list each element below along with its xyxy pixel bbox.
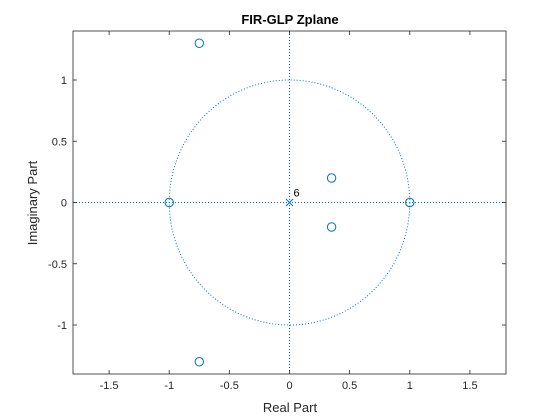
- zero-marker: [405, 197, 415, 208]
- x-tick-label: -0.5: [220, 380, 239, 392]
- y-axis-label: Imaginary Part: [25, 160, 40, 245]
- y-tick-label: 0: [61, 198, 67, 210]
- unit-circle: [168, 79, 411, 326]
- chart-marks: 6: [164, 38, 415, 367]
- x-tick-label: 1.5: [462, 380, 477, 392]
- chart-title: FIR-GLP Zplane: [241, 12, 338, 27]
- x-tick-label: -1: [164, 380, 174, 392]
- axis-ticks: -1.5 -1 -0.5 0 0.5 1 1.5 -1 -0.5 0 0.5 1: [48, 31, 506, 392]
- pole-marker: [285, 198, 294, 207]
- x-tick-label: 1: [407, 380, 413, 392]
- x-axis-label: Real Part: [263, 400, 318, 415]
- zero-marker: [164, 197, 174, 208]
- zero-marker: [194, 38, 204, 48]
- x-tick-label: 0.5: [342, 380, 357, 392]
- zero-marker: [326, 222, 337, 232]
- multiplicity-label: 6: [294, 188, 300, 200]
- zero-marker: [194, 357, 204, 367]
- y-tick-label: -0.5: [48, 259, 67, 271]
- y-tick-label: 0.5: [52, 136, 67, 148]
- pole-stroke: [285, 198, 294, 207]
- x-tick-label: 0: [286, 380, 292, 392]
- zero-marker: [326, 173, 337, 183]
- y-tick-label: 1: [61, 75, 67, 87]
- x-tick-label: -1.5: [100, 380, 119, 392]
- y-tick-label: -1: [57, 320, 67, 332]
